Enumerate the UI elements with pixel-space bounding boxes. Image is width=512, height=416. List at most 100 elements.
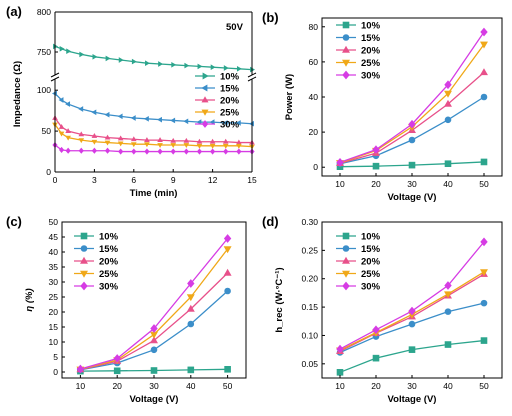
data-point [170,117,176,124]
axis-break-mark [50,72,60,78]
x-tick-label: 10 [335,381,345,391]
data-point [65,147,71,154]
data-point [336,344,344,354]
data-point [187,279,195,288]
data-point [372,354,380,362]
data-point [78,147,84,154]
legend: 10%15% 20%25% 30% [336,232,381,293]
legend-label: 30% [220,120,240,131]
legend-marker [342,245,350,252]
legend-label: 15% [361,33,381,44]
data-point [117,113,123,120]
data-point [372,162,380,170]
data-point [223,268,232,276]
data-point [104,111,110,118]
data-point [236,148,242,155]
panel-a: 0 3 6 9 12 15 750 800 0 50 100 Time (min) Impedance … [6,4,257,199]
data-point [150,336,158,344]
series-30% [52,141,255,155]
data-point [408,136,416,144]
data-point [444,116,452,124]
series-20% [52,114,255,145]
data-point [66,48,72,55]
y-tick-label: 0.05 [301,359,318,369]
legend-label: 30% [361,282,381,293]
data-point [196,143,203,149]
data-point [223,65,229,71]
y-tick-label: 45 [49,232,59,242]
data-point [236,143,242,149]
data-point [144,142,150,148]
y-tick-label: 800 [37,7,51,17]
legend-marker [201,109,209,116]
data-point [144,137,150,142]
legend-label: 20% [99,257,119,268]
data-point [480,68,488,76]
data-point [150,367,158,374]
series-line [339,339,485,373]
data-point [170,137,177,143]
x-tick-label: 12 [208,175,218,185]
legend-label: 15% [361,244,381,255]
data-point [186,294,195,302]
data-point [480,337,488,344]
data-point [187,320,195,328]
data-point [480,237,488,247]
y-tick-label: 100 [37,85,51,95]
legend-marker [342,34,350,41]
data-point [224,287,231,295]
data-point [183,137,190,143]
y-axis-label: Power (W) [284,74,295,120]
legend-label: 25% [220,108,240,119]
panel-label: (d) [262,214,279,229]
y-tick-label: 60 [309,57,319,67]
legend: 10%15% 20%25% 30% [74,232,119,293]
series-25% [52,122,255,150]
legend-marker [342,256,350,264]
legend-label: 10% [220,72,240,83]
x-tick-label: 30 [407,179,417,189]
data-point [444,281,452,290]
data-point [91,147,97,154]
series-30% [336,237,488,354]
data-point [236,65,242,72]
panel-label: (a) [6,4,22,19]
legend-label: 30% [361,71,381,82]
series-10% [53,43,256,73]
data-point [372,325,380,335]
data-point [150,346,158,354]
data-point [58,123,65,129]
y-tick-label: 35 [49,262,59,272]
data-point [105,55,111,62]
x-axis-label: Voltage (V) [388,394,437,405]
panel-b: 10 20 30 40 50 0 20 40 60 80 Voltage (V) Power (W) (… [262,10,503,203]
data-point [444,80,452,90]
data-point [118,148,124,155]
x-tick-label: 40 [443,179,453,189]
plot-frame [321,221,503,379]
axis-break-mark [50,76,60,82]
y-tick-label: 0 [46,167,51,177]
data-point [91,109,97,116]
y-tick-label: 0 [53,367,58,377]
y-axis-label: Impedance (Ω) [12,61,23,127]
data-point [184,62,190,69]
y-tick-label: 40 [49,247,59,257]
legend-marker [342,59,350,67]
data-point [150,324,158,333]
legend-marker [80,256,88,264]
data-point [113,354,121,363]
data-point [444,90,452,98]
x-tick-label: 0 [53,175,58,185]
x-axis-label: Time (min) [130,188,178,199]
panel-label: (b) [262,10,279,25]
legend-label: 25% [361,58,381,69]
data-point [104,147,111,154]
series-30% [336,27,488,167]
legend-label: 20% [361,46,381,57]
y-tick-label: 0.20 [301,274,318,284]
series-line [339,71,485,164]
legend-marker [342,270,350,278]
data-point [157,143,163,149]
